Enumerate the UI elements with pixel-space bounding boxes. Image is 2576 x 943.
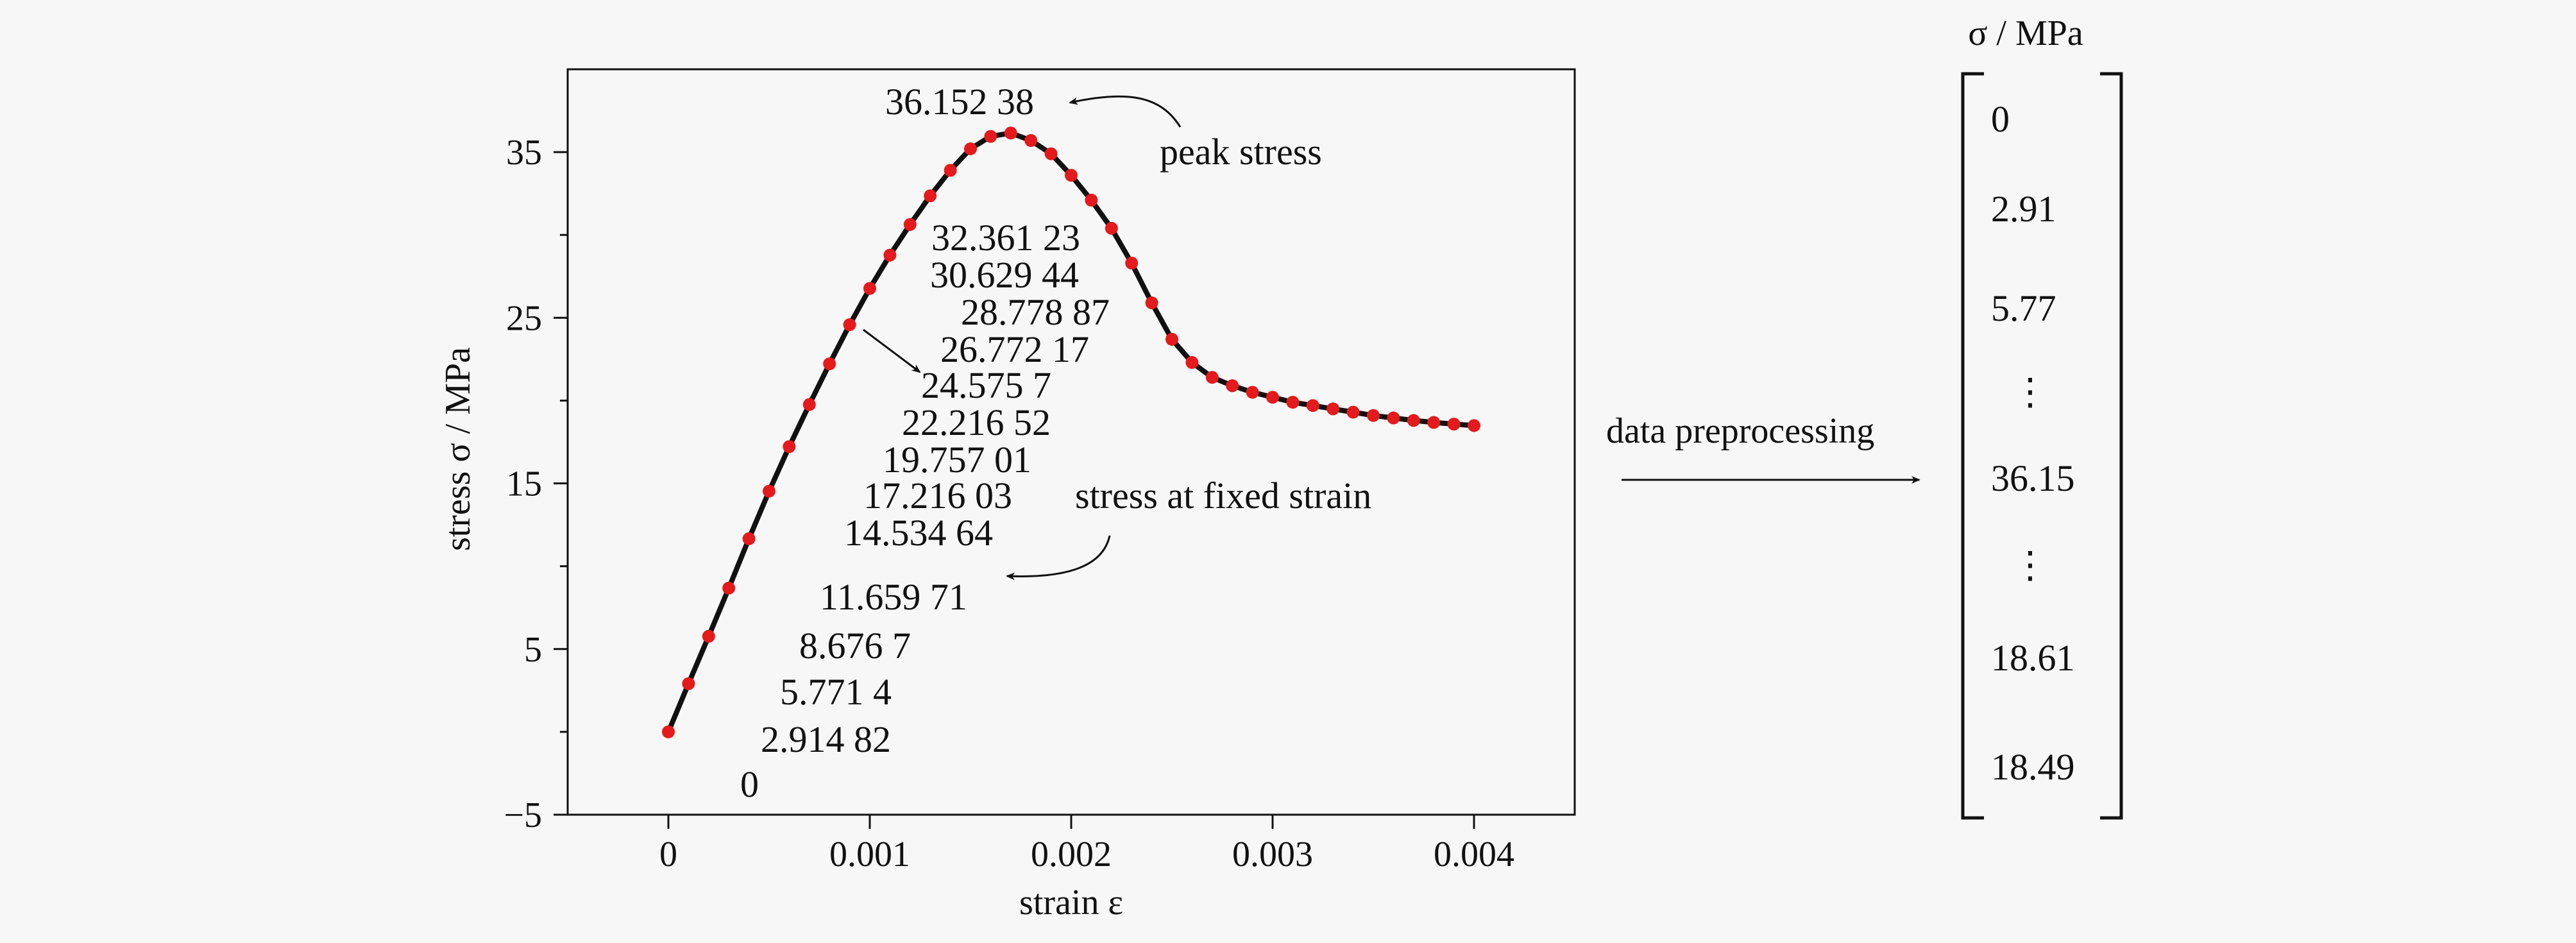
vector-entry: 5.77 — [1991, 287, 2056, 329]
x-tick-label: 0 — [659, 835, 677, 874]
data-point — [802, 398, 816, 411]
fixed-strain-label: stress at fixed strain — [1075, 475, 1371, 516]
vector-right-bracket — [2100, 72, 2123, 820]
data-point — [702, 629, 715, 643]
value-pointer-arrow — [863, 328, 921, 373]
vector-ellipsis: ⋮ — [2012, 544, 2049, 586]
data-point — [742, 532, 756, 545]
value-list-item: 30.629 44 — [930, 254, 1079, 296]
value-list-item: 24.575 7 — [921, 364, 1051, 406]
data-point — [1286, 396, 1300, 409]
peak-value-label: 36.152 38 — [885, 81, 1034, 123]
value-list-item: 5.771 4 — [780, 671, 892, 713]
data-point — [1407, 414, 1420, 427]
data-point — [1367, 409, 1380, 422]
data-point — [944, 164, 957, 177]
vector-left-bracket — [1961, 72, 1984, 820]
data-point — [1387, 411, 1400, 425]
data-point — [1205, 371, 1219, 384]
vector-entry: 0 — [1991, 98, 2010, 140]
data-point — [984, 130, 997, 143]
preprocessing-label: data preprocessing — [1606, 411, 1874, 451]
y-tick-label: 25 — [506, 298, 542, 338]
data-point — [1226, 379, 1239, 393]
data-point — [1085, 193, 1098, 207]
x-tick-label: 0.004 — [1434, 835, 1514, 874]
data-point — [763, 484, 775, 498]
data-point — [823, 357, 836, 371]
data-point — [924, 189, 937, 203]
x-tick-label: 0.001 — [829, 835, 910, 874]
data-point — [903, 217, 917, 231]
peak-arrow — [1069, 95, 1182, 128]
vector-entry: 18.49 — [1991, 746, 2075, 788]
value-list-item: 11.659 71 — [820, 576, 967, 618]
axes: 0 0.001 0.002 0.003 0.004 −5 5 15 25 35 — [504, 133, 1514, 874]
value-list-item: 19.757 01 — [883, 439, 1031, 480]
data-point — [1266, 391, 1279, 404]
peak-stress-label: peak stress — [1160, 131, 1322, 173]
fixed-strain-arrow — [1006, 535, 1111, 581]
data-point — [1004, 126, 1017, 140]
data-point — [722, 581, 736, 595]
data-series — [662, 126, 1480, 738]
data-point — [783, 440, 796, 454]
y-axis-label: stress σ / MPa — [438, 347, 478, 551]
value-list-item: 22.216 52 — [902, 402, 1051, 443]
x-axis-label: strain ε — [1019, 883, 1123, 922]
data-point — [1427, 416, 1441, 429]
value-list-item: 17.216 03 — [863, 475, 1012, 516]
x-tick-label: 0.003 — [1232, 835, 1313, 874]
vector-ellipsis: ⋮ — [2012, 371, 2049, 412]
x-tick-label: 0.002 — [1031, 835, 1112, 874]
y-tick-label: 15 — [506, 464, 542, 504]
data-point — [863, 282, 876, 295]
value-list-item: 2.914 82 — [761, 718, 891, 760]
y-tick-label: 5 — [524, 630, 542, 670]
data-point — [1306, 399, 1319, 412]
value-list-item: 28.778 87 — [961, 291, 1110, 333]
data-point — [843, 318, 856, 332]
data-point — [1468, 419, 1480, 432]
data-point — [1145, 296, 1158, 310]
data-point — [1165, 332, 1178, 346]
data-point — [1326, 402, 1340, 416]
value-list-item: 0 — [740, 763, 759, 805]
data-point — [1185, 356, 1199, 370]
y-tick-label: 35 — [506, 133, 542, 173]
data-point — [662, 725, 675, 738]
value-list-item: 8.676 7 — [799, 625, 911, 667]
data-point — [682, 677, 695, 690]
vector-entry: 18.61 — [1991, 637, 2075, 679]
value-list-item: 32.361 23 — [931, 217, 1080, 259]
vector-entry: 2.91 — [1991, 188, 2056, 230]
data-point — [1346, 405, 1360, 419]
vector-header: σ / MPa — [1968, 13, 2083, 53]
vector-entries: 0 2.91 5.77 ⋮ 36.15 ⋮ 18.61 18.49 — [1991, 98, 2075, 788]
data-point — [1447, 418, 1461, 431]
data-point — [1065, 169, 1078, 182]
data-point — [1044, 147, 1058, 160]
value-list-item: 26.772 17 — [940, 328, 1089, 370]
data-point — [1125, 257, 1139, 270]
vector-entry: 36.15 — [1991, 457, 2075, 499]
data-point — [1246, 386, 1259, 399]
data-point — [964, 142, 977, 155]
data-point — [1105, 221, 1118, 235]
value-list-item: 14.534 64 — [844, 512, 993, 554]
data-point — [1024, 134, 1038, 148]
data-point — [883, 248, 897, 262]
y-tick-label: −5 — [504, 795, 542, 835]
